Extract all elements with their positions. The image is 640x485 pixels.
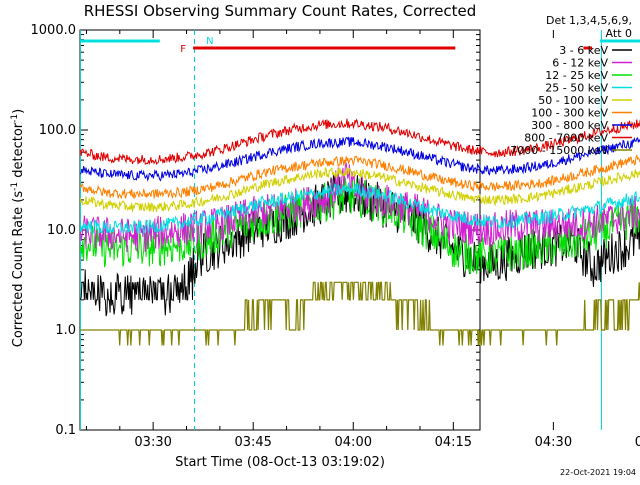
y-tick-label: 1000.0 xyxy=(31,23,77,38)
x-tick-label: 03:30 xyxy=(134,435,171,450)
legend-label: 50 - 100 keV xyxy=(538,94,608,107)
legend-label: 100 - 300 keV xyxy=(531,107,608,120)
legend-label: 12 - 25 keV xyxy=(545,69,608,82)
legend-label: 800 - 7000 keV xyxy=(524,132,608,145)
y-tick-label: 10.0 xyxy=(47,223,76,238)
legend-header-line-2: Att 0 xyxy=(606,27,632,40)
legend-label: 6 - 12 keV xyxy=(552,57,608,70)
x-tick-label: 03:45 xyxy=(234,435,271,450)
legend-header-line-1: Det 1,3,4,5,6,9, xyxy=(546,14,632,27)
legend-label: 300 - 800 keV xyxy=(531,119,608,132)
x-axis-label: Start Time (08-Oct-13 03:19:02) xyxy=(175,455,385,470)
chart-title: RHESSI Observing Summary Count Rates, Co… xyxy=(84,2,477,20)
x-tick-label: 04:30 xyxy=(535,435,572,450)
generation-timestamp: 22-Oct-2021 19:04 xyxy=(560,468,636,477)
legend-label: 25 - 50 keV xyxy=(545,82,608,95)
y-tick-label: 1.0 xyxy=(55,323,76,338)
legend-label: 3 - 6 keV xyxy=(559,44,608,57)
x-tick-label: 04:00 xyxy=(335,435,372,450)
x-tick-label: 04:45 xyxy=(635,435,640,450)
y-tick-label: 100.0 xyxy=(39,123,76,138)
marker-f: F xyxy=(180,44,186,55)
marker-n: N xyxy=(206,36,213,47)
x-tick-label: 04:15 xyxy=(435,435,472,450)
y-axis-label: Corrected Count Rate (s-1 detector-1) xyxy=(10,109,26,347)
legend-label: 7000 - 15000 keV xyxy=(510,144,608,157)
y-tick-label: 0.1 xyxy=(55,423,76,438)
